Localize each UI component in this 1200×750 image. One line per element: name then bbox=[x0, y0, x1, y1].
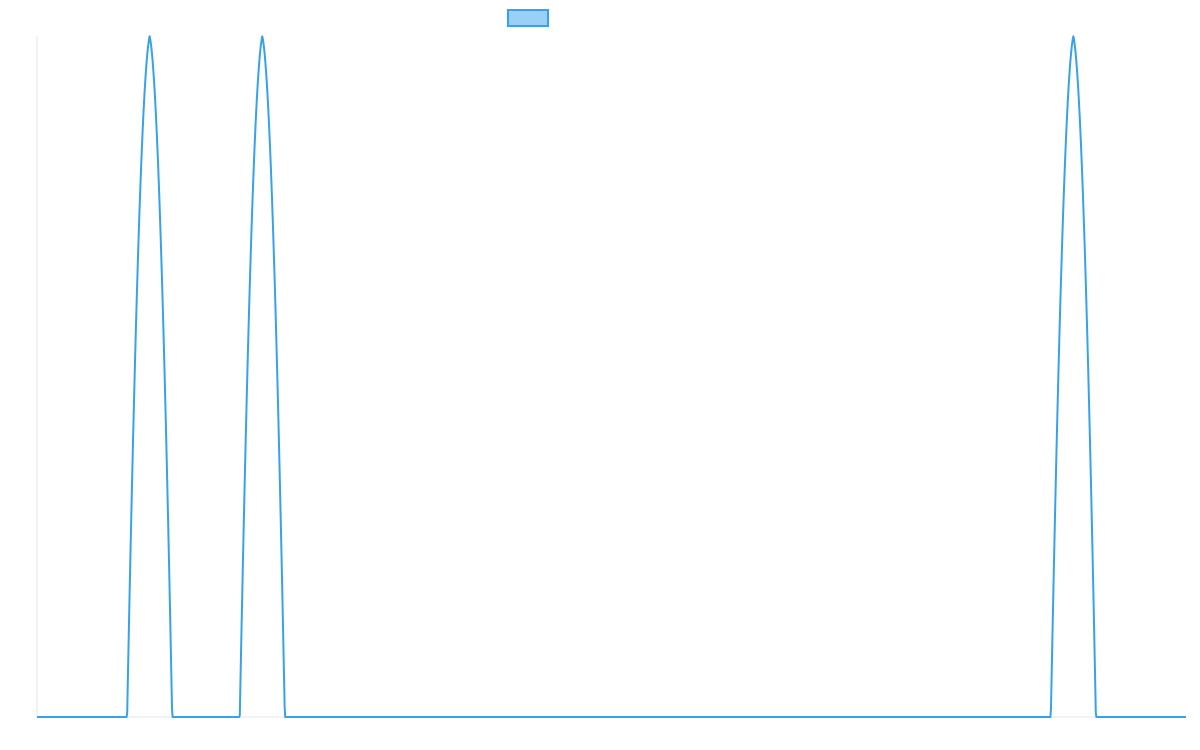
data-point-peak-1[interactable] bbox=[147, 33, 153, 39]
legend[interactable] bbox=[507, 9, 549, 27]
axes bbox=[36, 36, 1186, 718]
legend-swatch[interactable] bbox=[507, 9, 549, 27]
data-point-peak-2[interactable] bbox=[259, 33, 265, 39]
data-point-peak-3[interactable] bbox=[1070, 33, 1076, 39]
series-line bbox=[36, 35, 1187, 718]
series-layer bbox=[36, 33, 1187, 718]
